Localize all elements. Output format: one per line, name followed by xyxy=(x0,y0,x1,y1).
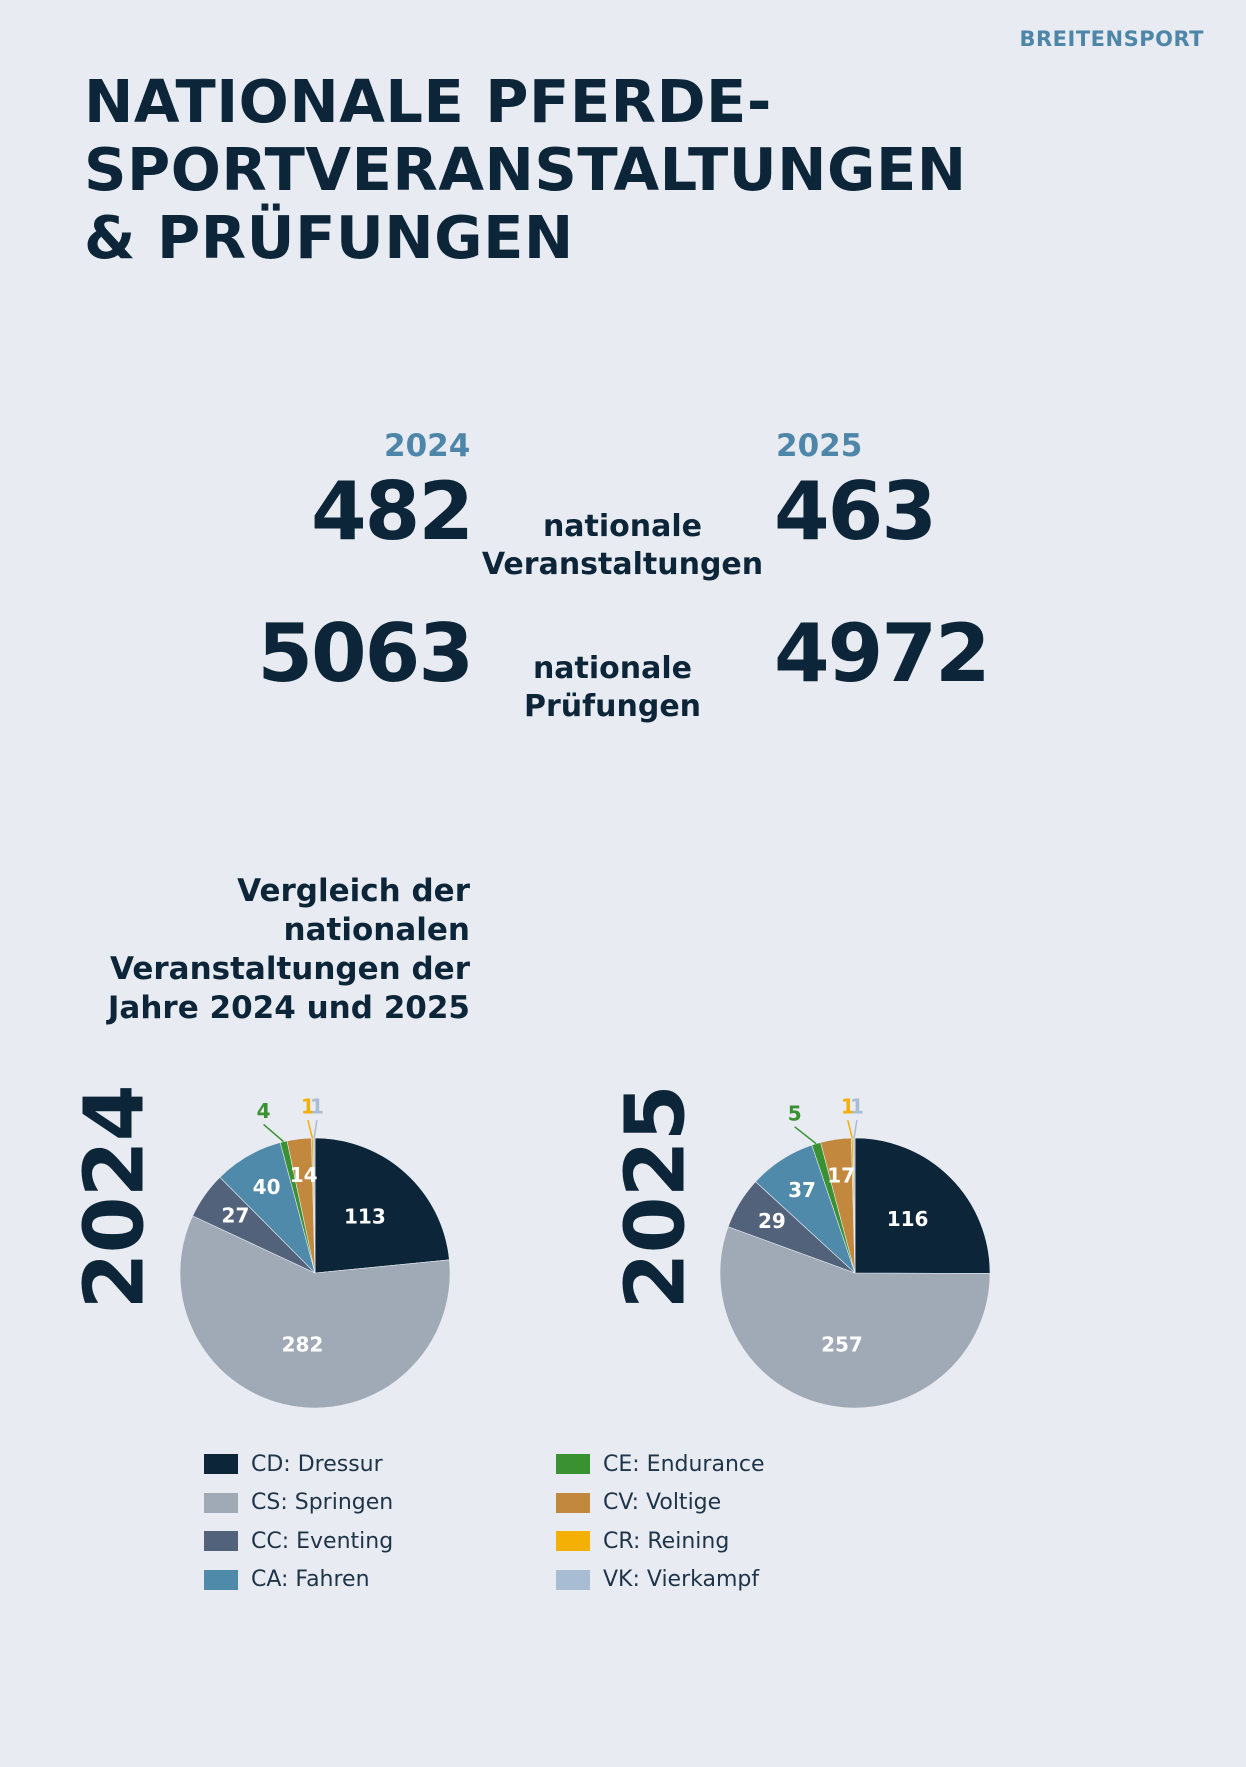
page-title-line: NATIONALE PFERDE- xyxy=(84,67,772,136)
legend-item-fahren: CA: Fahren xyxy=(204,1561,393,1600)
year-label-2024: 2024 xyxy=(384,428,471,464)
legend-item-dressur: CD: Dressur xyxy=(204,1445,393,1484)
pie-leader-line xyxy=(853,1119,858,1139)
page-title-line: & PRÜFUNGEN xyxy=(84,203,574,272)
legend-right: CE: Endurance CV: Voltige CR: Reining VK… xyxy=(556,1445,765,1599)
pie-leader-line xyxy=(307,1119,314,1139)
pie-value-label-cv: 14 xyxy=(290,1163,318,1187)
pie-value-label-ce: 5 xyxy=(788,1101,802,1125)
pie-2024-year-label: 2024 xyxy=(67,1085,163,1310)
pie-2025-year-label: 2025 xyxy=(608,1085,704,1310)
pie-slice-cd xyxy=(854,1137,991,1274)
legend-swatch xyxy=(556,1492,590,1513)
events-2025-value: 463 xyxy=(774,465,937,558)
pie-slice-vk xyxy=(312,1137,316,1274)
tests-label-line: nationale xyxy=(532,651,693,686)
pie-value-label-cc: 29 xyxy=(758,1209,786,1233)
legend-swatch xyxy=(204,1531,238,1552)
legend-left: CD: Dressur CS: Springen CC: Eventing CA… xyxy=(204,1445,393,1599)
pie-leader-line xyxy=(313,1119,318,1139)
pie-value-label-cv: 17 xyxy=(827,1163,855,1187)
legend-swatch xyxy=(204,1454,238,1475)
legend-swatch xyxy=(204,1569,238,1590)
comparison-title-line: Veranstaltungen der xyxy=(110,951,470,987)
legend-item-voltige: CV: Voltige xyxy=(556,1484,765,1523)
legend-swatch xyxy=(556,1531,590,1552)
legend-item-vierkampf: VK: Vierkampf xyxy=(556,1561,765,1600)
legend-swatch xyxy=(556,1569,590,1590)
legend-swatch xyxy=(204,1492,238,1513)
pie-value-label-vk: 1 xyxy=(310,1095,324,1119)
page-title: NATIONALE PFERDE- SPORTVERANSTALTUNGEN &… xyxy=(84,68,1084,272)
legend-label: CR: Reining xyxy=(603,1528,730,1554)
legend-label: CE: Endurance xyxy=(603,1451,765,1477)
legend-label: CV: Voltige xyxy=(603,1490,722,1516)
pie-leader-line xyxy=(794,1126,817,1145)
legend-item-endurance: CE: Endurance xyxy=(556,1445,765,1484)
pie-value-label-cs: 282 xyxy=(282,1333,324,1357)
pie-value-label-vk: 1 xyxy=(850,1095,864,1119)
pie-value-label-cd: 116 xyxy=(887,1207,929,1231)
legend-label: CD: Dressur xyxy=(251,1451,383,1477)
legend-label: CS: Springen xyxy=(251,1490,394,1516)
pie-value-label-cc: 27 xyxy=(222,1204,250,1228)
pie-value-label-cr: 1 xyxy=(841,1095,855,1119)
legend-label: CA: Fahren xyxy=(251,1567,370,1593)
events-2024-value: 482 xyxy=(311,465,474,558)
legend-item-eventing: CC: Eventing xyxy=(204,1522,393,1561)
tests-2025-value: 4972 xyxy=(774,607,991,700)
comparison-title-line: Jahre 2024 und 2025 xyxy=(107,990,470,1026)
pie-value-label-cs: 257 xyxy=(821,1333,863,1357)
comparison-title-line: Vergleich der xyxy=(237,873,470,909)
comparison-title-line: nationalen xyxy=(283,912,470,948)
pie-leader-line xyxy=(846,1119,853,1139)
legend-label: VK: Vierkampf xyxy=(603,1567,760,1593)
year-label-2025: 2025 xyxy=(776,428,863,464)
tests-2024-value: 5063 xyxy=(257,607,474,700)
tests-label: nationale Prüfungen xyxy=(490,650,735,726)
tests-label-line: Prüfungen xyxy=(523,689,702,724)
pie-value-label-ca: 37 xyxy=(788,1178,816,1202)
pie-value-label-ce: 4 xyxy=(257,1099,271,1123)
pie-slice-cs xyxy=(719,1226,991,1409)
events-label: nationale Veranstaltungen xyxy=(470,508,775,584)
legend-item-springen: CS: Springen xyxy=(204,1484,393,1523)
page-title-line: SPORTVERANSTALTUNGEN xyxy=(84,135,967,204)
pie-slice-cd xyxy=(314,1137,450,1274)
pie-leader-line xyxy=(263,1123,285,1143)
pie-value-label-cr: 1 xyxy=(301,1095,315,1119)
pie-slice-cs xyxy=(179,1215,451,1409)
legend-swatch xyxy=(556,1454,590,1475)
legend-item-reining: CR: Reining xyxy=(556,1522,765,1561)
section-label: BREITENSPORT xyxy=(1019,27,1204,51)
events-label-line: nationale xyxy=(542,509,703,544)
comparison-title: Vergleich der nationalen Veranstaltungen… xyxy=(90,872,470,1028)
events-label-line: Veranstaltungen xyxy=(481,547,764,582)
pie-value-label-cd: 113 xyxy=(344,1204,386,1228)
legend-label: CC: Eventing xyxy=(251,1528,394,1554)
pie-value-label-ca: 40 xyxy=(253,1175,281,1199)
